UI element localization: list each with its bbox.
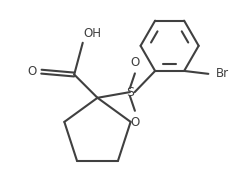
Text: OH: OH bbox=[84, 27, 102, 40]
Text: O: O bbox=[130, 56, 140, 69]
Text: Br: Br bbox=[216, 67, 229, 80]
Text: S: S bbox=[126, 86, 134, 99]
Text: O: O bbox=[130, 116, 140, 129]
Text: O: O bbox=[27, 65, 36, 78]
